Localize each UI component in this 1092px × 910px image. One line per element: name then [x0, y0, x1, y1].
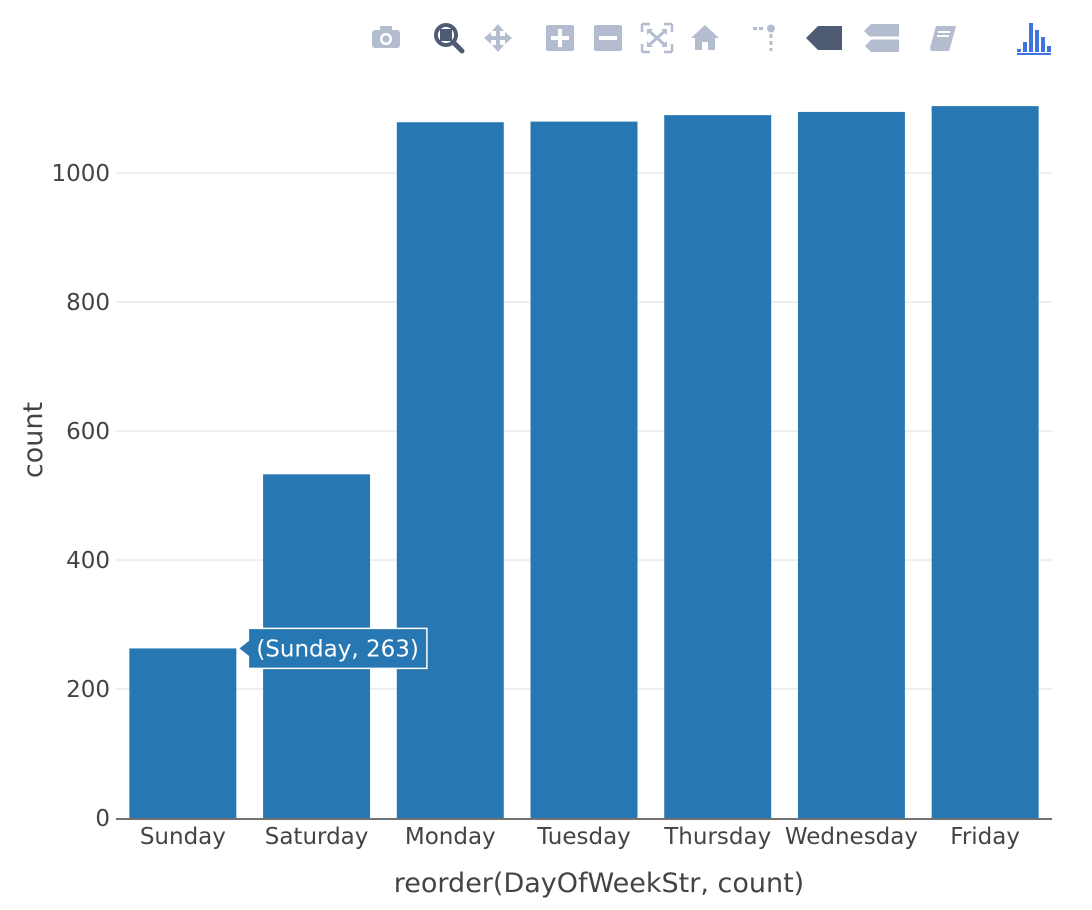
- hover-closest-icon[interactable]: [804, 20, 844, 56]
- x-tick-label: Friday: [950, 824, 1020, 850]
- bar-sunday[interactable]: [129, 648, 237, 818]
- x-tick-label: Thursday: [663, 824, 771, 850]
- zoom-icon[interactable]: [429, 20, 469, 56]
- y-tick-label: 1000: [51, 161, 110, 187]
- x-tick-label: Wednesday: [785, 824, 918, 850]
- home-icon[interactable]: [685, 20, 725, 56]
- pan-icon[interactable]: [478, 20, 518, 56]
- x-tick-label: Tuesday: [536, 824, 631, 850]
- camera-icon[interactable]: [366, 20, 406, 56]
- x-axis-title: reorder(DayOfWeekStr, count): [394, 868, 804, 899]
- plotly-logo-icon[interactable]: [1014, 20, 1054, 56]
- x-tick-label: Monday: [405, 824, 496, 850]
- edit-in-chart-studio-icon[interactable]: [922, 20, 962, 56]
- x-tick-label: Sunday: [140, 824, 226, 850]
- y-axis-ticks: 0 200 400 600 800 1000: [51, 161, 110, 832]
- y-tick-label: 400: [66, 548, 110, 574]
- hover-label-text: (Sunday, 263): [256, 636, 419, 662]
- bars: [129, 106, 1039, 819]
- zoom-out-icon[interactable]: [588, 20, 628, 56]
- bar-tuesday[interactable]: [530, 121, 638, 819]
- bar-thursday[interactable]: [664, 115, 772, 818]
- zoom-in-icon[interactable]: [540, 20, 580, 56]
- y-tick-label: 200: [66, 677, 110, 703]
- x-axis-ticks: Sunday Saturday Monday Tuesday Thursday Wedne…: [140, 824, 1020, 850]
- bar-wednesday[interactable]: [797, 111, 905, 818]
- hover-label: (Sunday, 263): [237, 627, 428, 670]
- modebar: [0, 0, 1092, 70]
- y-tick-label: 0: [95, 806, 110, 832]
- y-axis-title: count: [18, 402, 49, 478]
- spikelines-icon[interactable]: [745, 20, 785, 56]
- y-tick-label: 600: [66, 419, 110, 445]
- bar-monday[interactable]: [396, 122, 504, 819]
- hover-compare-icon[interactable]: [862, 20, 902, 56]
- bar-friday[interactable]: [931, 106, 1039, 818]
- x-tick-label: Saturday: [265, 824, 369, 850]
- autoscale-icon[interactable]: [637, 20, 677, 56]
- y-tick-label: 800: [66, 290, 110, 316]
